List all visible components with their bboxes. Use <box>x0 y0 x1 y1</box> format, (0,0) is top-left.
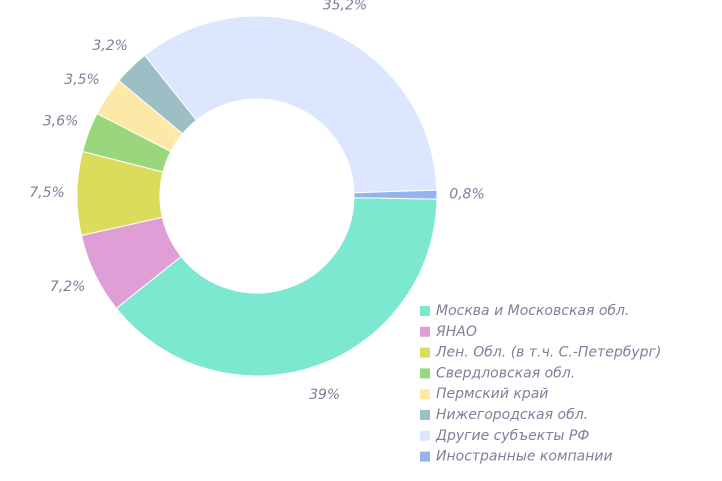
legend-label: ЯНАО <box>435 324 477 340</box>
donut-segment <box>115 197 438 377</box>
legend-label: Нижегородская обл. <box>436 407 588 423</box>
data-label: 3,5% <box>64 72 100 88</box>
legend-swatch <box>420 306 430 316</box>
data-label: 7,5% <box>29 185 65 201</box>
legend-label: Москва и Московская обл. <box>436 303 629 319</box>
legend-label: Иностранные компании <box>436 449 613 465</box>
legend-swatch <box>420 347 430 358</box>
legend-label: Свердловская обл. <box>436 365 575 381</box>
donut-segment <box>353 189 438 200</box>
legend-label: Другие субъекты РФ <box>435 428 589 444</box>
legend-swatch <box>420 326 430 337</box>
legend-swatch <box>420 430 430 441</box>
data-label: 7,2% <box>50 279 86 295</box>
legend-swatch <box>420 368 430 379</box>
data-label: 3,6% <box>43 113 79 129</box>
data-label: 39% <box>309 387 340 403</box>
legend-label: Лен. Обл. (в т.ч. С.-Петербург) <box>435 345 661 361</box>
legend-swatch <box>420 389 430 400</box>
data-label: 3,2% <box>92 38 128 54</box>
legend-label: Пермский край <box>436 386 548 402</box>
data-label: 0,8% <box>449 186 485 202</box>
legend-swatch <box>420 451 430 462</box>
data-label: 35,2% <box>323 0 367 13</box>
legend-swatch <box>420 410 430 420</box>
donut-segment <box>143 15 438 194</box>
